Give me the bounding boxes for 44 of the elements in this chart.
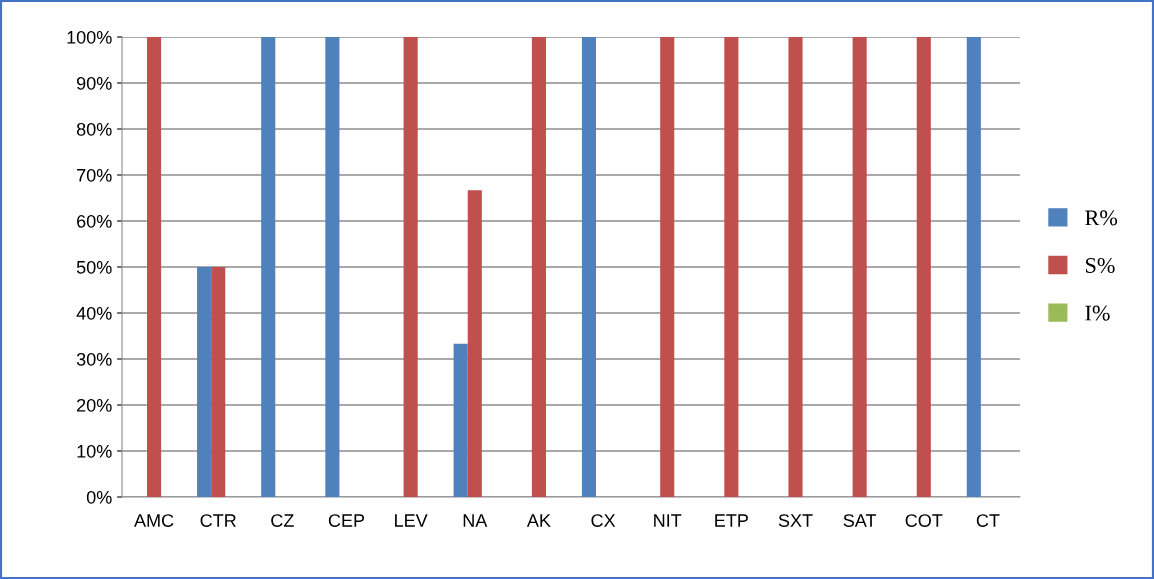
bar (325, 37, 340, 497)
y-tick-label: 30% (76, 352, 112, 366)
y-tick-label: 0% (86, 490, 112, 504)
x-tick-label: CEP (328, 514, 365, 527)
x-tick-label: CZ (271, 514, 294, 527)
x-tick-label: SXT (778, 514, 813, 527)
y-tick-label: 90% (76, 76, 112, 90)
bar (211, 267, 226, 497)
legend-label: I% (1085, 305, 1110, 321)
bar (581, 37, 597, 497)
bar (966, 37, 981, 497)
y-tick-label: 80% (76, 122, 112, 136)
x-tick-label: CT (976, 514, 1000, 527)
x-tick-label: SAT (843, 514, 877, 527)
x-tick-label: LEV (395, 514, 428, 527)
y-tick-label: 10% (77, 444, 112, 458)
bar (788, 37, 803, 497)
bar (467, 190, 482, 497)
x-tick-label: ETP (715, 514, 748, 527)
bar (852, 37, 867, 497)
x-tick-label: COT (905, 514, 943, 527)
y-tick-label: 20% (77, 398, 112, 412)
bar (197, 267, 212, 497)
bar (660, 37, 675, 497)
x-tick-label: AK (526, 514, 551, 527)
x-tick-label: NA (463, 514, 488, 527)
y-tick-label: 70% (77, 168, 112, 182)
bar (724, 37, 739, 497)
x-tick-label: NIT (654, 514, 682, 527)
x-tick-label: CTR (200, 514, 236, 527)
x-tick-label: AMC (134, 514, 174, 527)
bar (453, 343, 468, 497)
legend-label: R% (1085, 210, 1118, 226)
bar (403, 37, 418, 497)
legend-label: S% (1086, 257, 1115, 274)
y-tick-label: 100% (67, 30, 112, 44)
bar (531, 37, 546, 497)
y-tick-label: 50% (76, 260, 112, 274)
y-tick-label: 60% (77, 214, 112, 228)
y-tick-label: 40% (76, 306, 112, 320)
x-tick-label: CX (591, 514, 616, 527)
bar (916, 37, 931, 497)
bar (147, 37, 162, 497)
bar (261, 37, 276, 497)
